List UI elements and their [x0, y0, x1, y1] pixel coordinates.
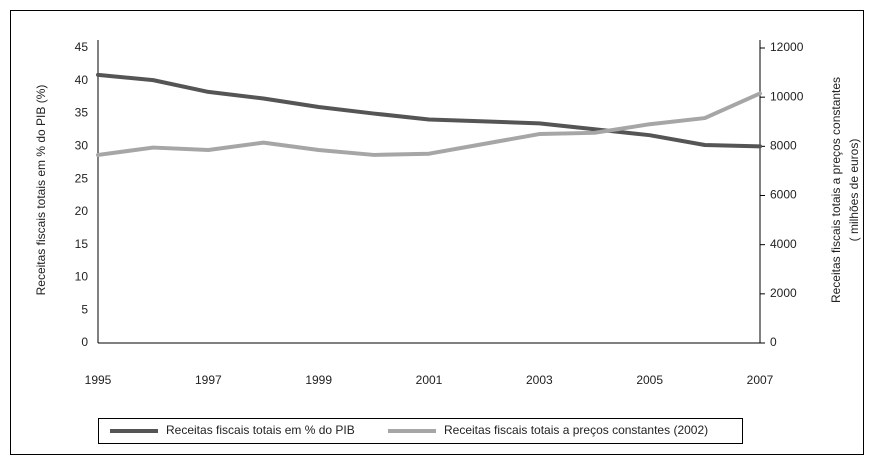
legend [98, 418, 743, 444]
y2-tick-label: 12000 [770, 40, 804, 54]
y2-axis-title: ( milhões de euros) [847, 139, 861, 242]
y-tick-label: 35 [75, 106, 89, 120]
y2-tick-label: 0 [770, 335, 777, 349]
y2-axis-title: Receitas fiscais totais a preços constan… [829, 77, 843, 303]
y-tick-label: 40 [75, 73, 89, 87]
x-tick-label: 2005 [636, 373, 663, 387]
y-tick-label: 15 [75, 237, 89, 251]
y2-tick-label: 8000 [770, 139, 797, 153]
x-tick-label: 1999 [305, 373, 332, 387]
x-tick-label: 1995 [85, 373, 112, 387]
y-tick-label: 5 [81, 302, 88, 316]
legend-label: Receitas fiscais totais a preços constan… [444, 423, 708, 437]
x-tick-label: 2003 [526, 373, 553, 387]
y2-tick-label: 10000 [770, 89, 804, 103]
x-tick-label: 2007 [747, 373, 774, 387]
y2-tick-label: 2000 [770, 286, 797, 300]
y2-tick-label: 6000 [770, 188, 797, 202]
series-line [96, 91, 762, 157]
y-tick-label: 30 [75, 139, 89, 153]
x-tick-label: 2001 [416, 373, 443, 387]
series-line [96, 72, 762, 149]
y-tick-label: 45 [75, 40, 89, 54]
y-axis-title: Receitas fiscais totais em % do PIB (%) [34, 85, 48, 296]
y-tick-label: 25 [75, 171, 89, 185]
y-tick-label: 10 [75, 270, 89, 284]
legend-label: Receitas fiscais totais em % do PIB [166, 423, 355, 437]
y2-tick-label: 4000 [770, 237, 797, 251]
x-tick-label: 1997 [195, 373, 222, 387]
y-tick-label: 0 [81, 335, 88, 349]
frame [10, 10, 864, 455]
y-tick-label: 20 [75, 204, 89, 218]
